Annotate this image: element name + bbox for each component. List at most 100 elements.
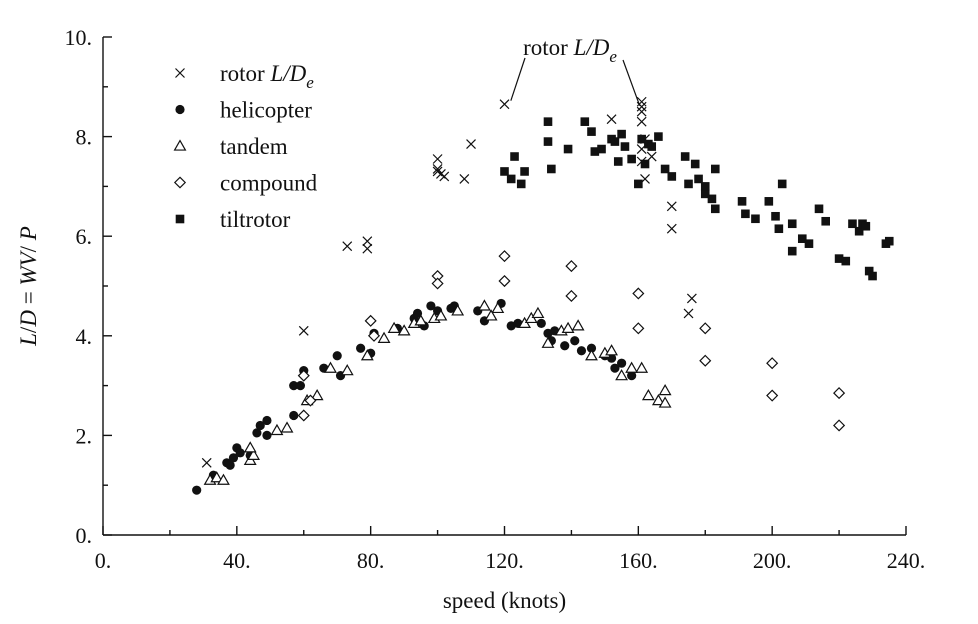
- data-point: [680, 152, 690, 161]
- data-point: [362, 243, 373, 254]
- data-point: [774, 224, 784, 234]
- data-point: [576, 346, 587, 356]
- data-point: [431, 277, 444, 290]
- data-point: [741, 209, 750, 219]
- data-point: [520, 167, 529, 176]
- series-rotor-ld: [201, 96, 697, 468]
- y-tick-label: 8.: [76, 125, 93, 150]
- data-point: [255, 420, 265, 431]
- y-tick-label: 0.: [76, 523, 93, 548]
- data-point: [617, 129, 626, 139]
- data-point: [700, 182, 710, 191]
- data-point: [570, 336, 580, 346]
- legend-label: rotor L/De: [220, 61, 314, 92]
- data-point: [613, 157, 623, 166]
- y-tick-label: 10.: [65, 25, 93, 50]
- data-point: [667, 172, 677, 181]
- data-point: [310, 388, 324, 401]
- data-point: [192, 485, 202, 495]
- data-point: [342, 241, 353, 252]
- data-point: [627, 371, 637, 381]
- tick-labels: 0. 40. 80. 120. 160. 200. 240. 0. 2. 4. 6. 8. 10.: [65, 25, 926, 573]
- data-point: [484, 309, 498, 321]
- legend-marker: [175, 68, 185, 78]
- data-marks: [192, 96, 894, 495]
- data-point: [640, 159, 650, 169]
- data-point: [861, 221, 871, 231]
- data-point: [848, 219, 857, 229]
- x-tick-label: 240.: [887, 548, 926, 573]
- data-point: [356, 343, 366, 353]
- data-point: [332, 351, 342, 361]
- x-tick-label: 80.: [357, 548, 385, 573]
- data-point: [324, 361, 337, 373]
- data-point: [412, 308, 423, 318]
- data-point: [498, 274, 511, 288]
- data-point: [491, 301, 505, 314]
- data-point: [641, 388, 655, 401]
- x-tick-label: 0.: [95, 548, 112, 573]
- data-point: [634, 179, 643, 189]
- series-compound: [297, 250, 846, 432]
- legend-label: tiltrotor: [220, 207, 291, 232]
- data-point: [414, 314, 428, 326]
- data-point: [563, 144, 573, 154]
- data-point: [477, 299, 491, 311]
- data-point: [627, 154, 636, 164]
- data-point: [694, 174, 703, 184]
- data-point: [834, 254, 844, 263]
- legend-item: compound: [173, 171, 318, 196]
- data-point: [658, 383, 672, 396]
- data-point: [751, 214, 760, 224]
- data-point: [298, 325, 309, 336]
- legend-label: tandem: [220, 134, 288, 159]
- data-point: [228, 453, 239, 463]
- data-point: [499, 99, 510, 110]
- y-tick-label: 6.: [76, 224, 93, 249]
- legend-marker: [173, 139, 187, 151]
- data-point: [699, 354, 712, 367]
- data-point: [654, 132, 663, 141]
- data-point: [289, 381, 299, 391]
- data-point: [586, 343, 597, 353]
- data-point: [771, 211, 780, 221]
- legend-item: tiltrotor: [175, 207, 291, 232]
- data-point: [597, 144, 606, 154]
- data-point: [295, 381, 306, 391]
- data-point: [658, 396, 672, 408]
- data-point: [362, 236, 373, 247]
- data-point: [615, 369, 629, 381]
- annotation: rotor L/De: [510, 35, 641, 106]
- data-point: [297, 409, 310, 422]
- data-point: [737, 197, 747, 206]
- data-point: [510, 152, 519, 161]
- data-point: [439, 171, 450, 182]
- x-tick-label: 40.: [223, 548, 251, 573]
- data-point: [217, 473, 230, 485]
- data-point: [637, 134, 646, 144]
- series-tandem: [203, 299, 672, 485]
- data-point: [340, 364, 354, 376]
- y-axis-label: L/D = WV/ P: [16, 226, 41, 347]
- data-point: [804, 239, 814, 248]
- data-point: [647, 142, 657, 151]
- data-point: [651, 393, 665, 406]
- ticks: [102, 36, 907, 536]
- data-point: [620, 142, 630, 151]
- legend-marker: [175, 104, 185, 115]
- data-point: [787, 219, 797, 229]
- data-point: [560, 341, 570, 351]
- x-tick-label: 160.: [619, 548, 658, 573]
- legend-label: helicopter: [220, 98, 312, 123]
- data-point: [787, 246, 797, 256]
- data-point: [252, 428, 262, 438]
- data-point: [587, 127, 596, 136]
- data-point: [699, 322, 712, 335]
- data-point: [498, 250, 511, 263]
- data-point: [377, 331, 391, 343]
- data-point: [666, 201, 677, 212]
- data-point: [636, 96, 647, 107]
- data-point: [660, 164, 670, 174]
- data-point: [565, 260, 578, 273]
- data-point: [289, 410, 299, 421]
